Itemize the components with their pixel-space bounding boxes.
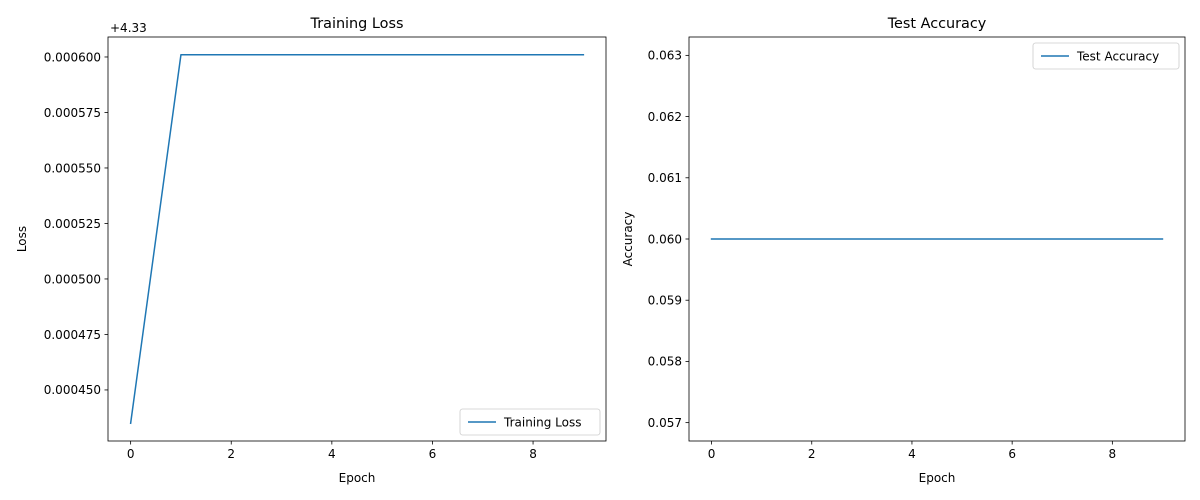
y-tick-label: 0.000525 bbox=[44, 217, 101, 231]
y-tick-label: 0.058 bbox=[648, 355, 682, 369]
x-tick-label: 8 bbox=[529, 447, 537, 461]
x-tick-label: 2 bbox=[227, 447, 235, 461]
y-axis-label: Accuracy bbox=[621, 212, 635, 267]
x-tick-label: 6 bbox=[1008, 447, 1016, 461]
y-tick-label: 0.059 bbox=[648, 294, 682, 308]
x-tick-label: 6 bbox=[429, 447, 437, 461]
legend-box bbox=[1032, 42, 1180, 70]
y-tick-label: 0.000500 bbox=[44, 272, 101, 286]
x-tick-label: 0 bbox=[127, 447, 135, 461]
y-axis-label: Loss bbox=[15, 226, 29, 252]
training-loss-chart: 0 2 4 6 8 0.000450 0.000475 0.000500 0.000525 0.0… bbox=[15, 16, 607, 485]
series-line-0 bbox=[129, 54, 585, 425]
y-tick-label: 0.000550 bbox=[44, 161, 101, 175]
y-tick-label: 0.000450 bbox=[44, 383, 101, 397]
x-axis-label: Epoch bbox=[919, 471, 956, 485]
y-tick-label: 0.057 bbox=[648, 416, 682, 430]
y-tick-label: 0.000475 bbox=[44, 328, 101, 342]
x-tick-label: 2 bbox=[808, 447, 816, 461]
x-tick-label: 4 bbox=[328, 447, 336, 461]
y-tick-label: 0.061 bbox=[648, 171, 682, 185]
plot-frame bbox=[107, 36, 607, 442]
legend-box bbox=[459, 408, 601, 436]
y-offset-label: +4.33 bbox=[110, 21, 147, 35]
y-tick-label: 0.063 bbox=[648, 49, 682, 63]
chart-title: Training Loss bbox=[310, 16, 404, 32]
legend-label: Test Accuracy bbox=[1076, 49, 1159, 63]
y-tick-label: 0.060 bbox=[648, 232, 682, 246]
x-tick-label: 8 bbox=[1109, 447, 1117, 461]
y-tick-label: 0.000600 bbox=[44, 50, 101, 64]
chart-title: Test Accuracy bbox=[887, 16, 987, 32]
x-axis-label: Epoch bbox=[339, 471, 376, 485]
legend: Test Accuracy bbox=[1032, 42, 1180, 70]
y-tick-label: 0.062 bbox=[648, 110, 682, 124]
y-tick-label: 0.000575 bbox=[44, 106, 101, 120]
legend-label: Training Loss bbox=[503, 415, 581, 429]
x-tick-label: 0 bbox=[708, 447, 716, 461]
x-tick-label: 4 bbox=[908, 447, 916, 461]
test-accuracy-chart: 0 2 4 6 8 0.057 0.058 0.059 0.060 0.061 0.062 0.063… bbox=[621, 16, 1186, 485]
legend: Training Loss bbox=[459, 408, 601, 436]
